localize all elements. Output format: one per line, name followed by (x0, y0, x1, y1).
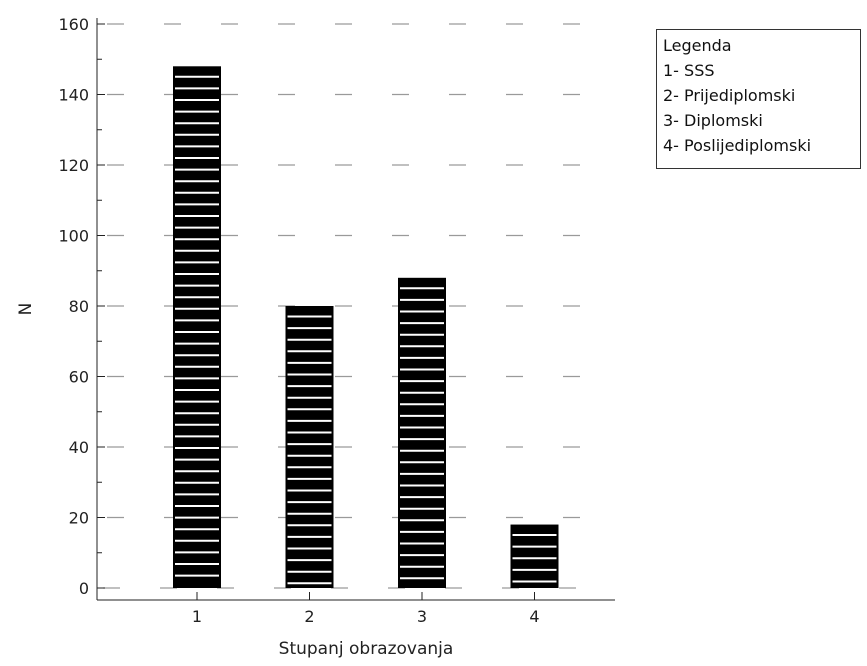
legend-item: 1- SSS (663, 61, 715, 80)
y-tick-label: 80 (69, 297, 89, 316)
x-tick-label: 1 (192, 607, 202, 626)
x-tick-label: 3 (417, 607, 427, 626)
legend-item: 4- Poslijediplomski (663, 136, 812, 155)
bar (173, 66, 221, 589)
legend-item: 2- Prijediplomski (663, 86, 796, 105)
y-axis-title: N (16, 303, 36, 316)
y-tick-label: 140 (58, 86, 89, 105)
axes: 0 20 40 60 80 100 120 140 160 1 2 3 4 (58, 15, 615, 626)
legend-title: Legenda (663, 36, 732, 55)
y-tick-label: 0 (79, 579, 89, 598)
legend-item: 3- Diplomski (663, 111, 763, 130)
bar (285, 306, 334, 588)
x-tick-label: 2 (304, 607, 314, 626)
bars (173, 66, 559, 589)
y-tick-label: 100 (58, 227, 89, 246)
y-tick-label: 60 (69, 368, 89, 387)
y-tick-label: 40 (69, 438, 89, 457)
x-tick-label: 4 (529, 607, 539, 626)
y-tick-label: 20 (69, 509, 89, 528)
y-tick-label: 160 (58, 15, 89, 34)
bar (398, 277, 446, 588)
legend: Legenda 1- SSS 2- Prijediplomski 3- Dipl… (656, 29, 861, 169)
x-axis-title: Stupanj obrazovanja (279, 639, 454, 659)
y-tick-label: 120 (58, 156, 89, 175)
